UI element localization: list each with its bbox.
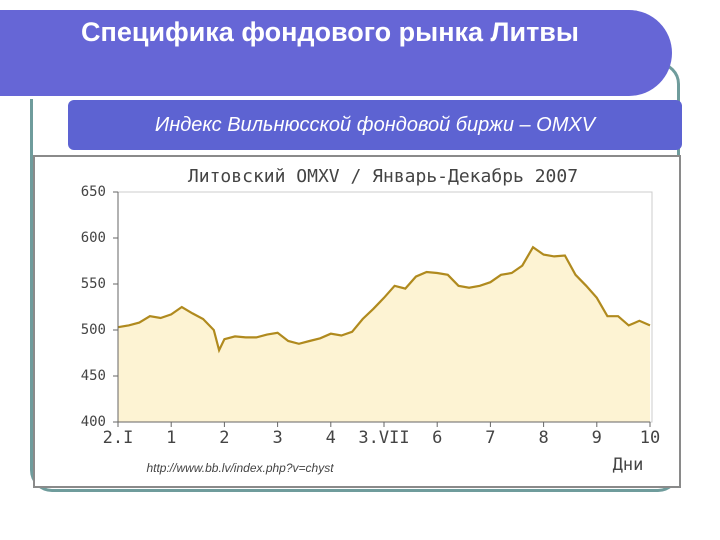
y-tick-label: 500 <box>81 322 106 338</box>
x-axis-label: Дни <box>613 455 644 475</box>
y-tick-label: 400 <box>81 414 106 430</box>
area-fill <box>118 247 650 422</box>
subtitle-box <box>68 100 682 150</box>
y-tick-label: 650 <box>81 184 106 200</box>
x-tick-label: 9 <box>592 428 602 448</box>
y-tick-label: 450 <box>81 368 106 384</box>
x-tick-label: 7 <box>485 428 495 448</box>
slide-subtitle: Индекс Вильнюсской фондовой биржи – OMXV <box>154 114 596 136</box>
x-tick-label: 6 <box>432 428 442 448</box>
x-tick-label: 4 <box>326 428 336 448</box>
x-tick-label: 2 <box>219 428 229 448</box>
x-tick-label: 3.VII <box>358 428 409 448</box>
source-url: http://www.bb.lv/index.php?v=chyst <box>146 461 334 475</box>
title-banner <box>0 10 672 96</box>
x-tick-label: 3 <box>272 428 282 448</box>
banner-underline <box>0 96 640 99</box>
line <box>117 245 651 354</box>
y-tick-label: 550 <box>81 276 106 292</box>
x-tick-label: 1 <box>166 428 176 448</box>
x-tick-label: 10 <box>640 428 660 448</box>
x-tick-label: 8 <box>538 428 548 448</box>
slide-title: Специфика фондового рынка Литвы <box>81 17 579 47</box>
chart-title: Литовский OMXV / Январь-Декабрь 2007 <box>188 166 578 187</box>
y-tick-label: 600 <box>81 230 106 246</box>
x-tick-label: 2.I <box>103 428 134 448</box>
